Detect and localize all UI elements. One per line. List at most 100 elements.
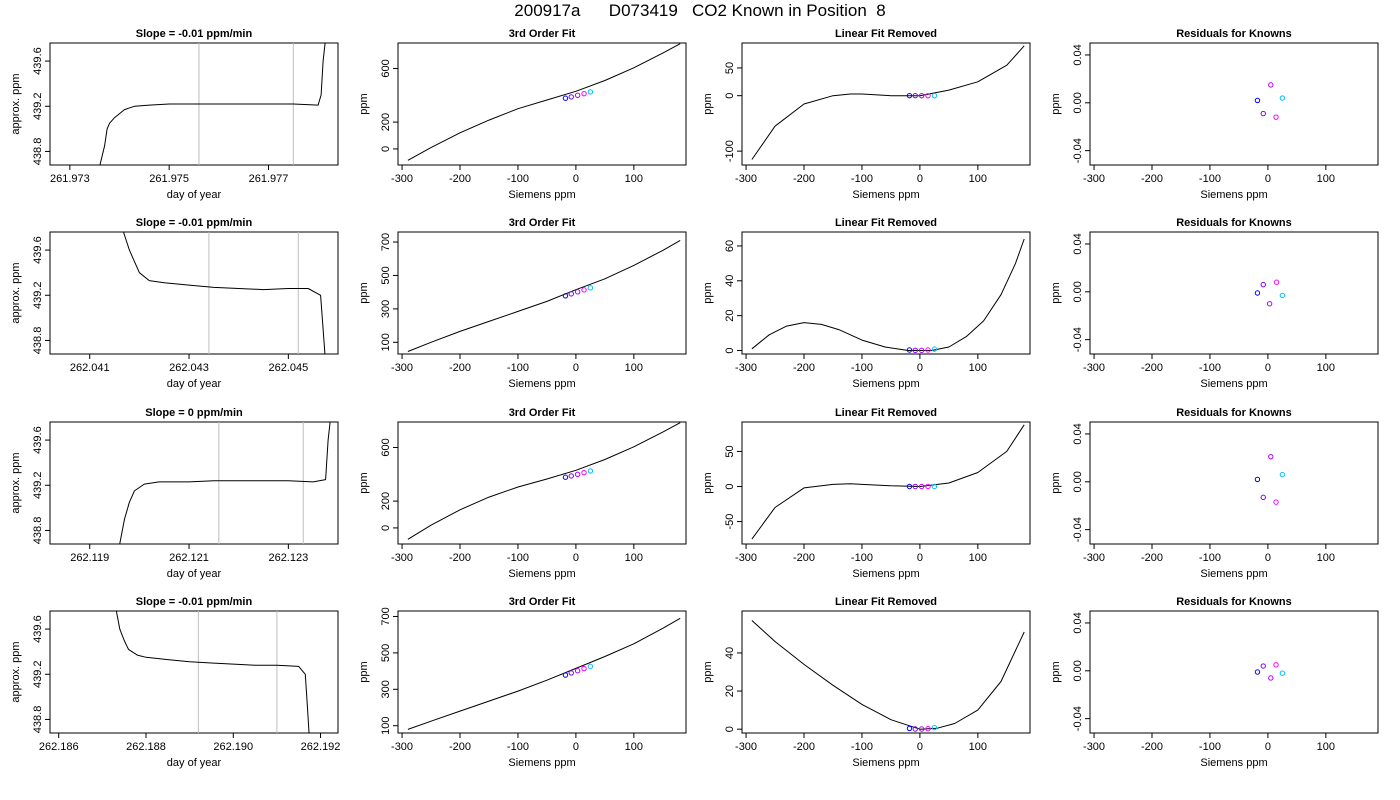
plot-frame <box>49 231 339 355</box>
y-tick-label: 0.00 <box>1072 660 1084 681</box>
y-tick-label: 100 <box>380 333 392 351</box>
known-point <box>1260 110 1266 117</box>
plot-title: Slope = -0.01 ppm/min <box>136 28 253 40</box>
x-tick-label: 100 <box>969 173 987 185</box>
series-line <box>751 238 1025 351</box>
known-point <box>587 468 594 474</box>
plot-frame <box>1089 231 1379 355</box>
x-tick-label: 0 <box>1265 741 1271 753</box>
known-point <box>1273 279 1280 285</box>
x-tick-label: 262.190 <box>213 741 253 753</box>
x-tick-label: 262.123 <box>268 552 308 564</box>
y-tick-label: 438.8 <box>32 517 44 545</box>
x-tick-label: -300 <box>735 362 757 374</box>
known-point <box>1254 669 1261 675</box>
x-tick-label: -100 <box>851 741 873 753</box>
x-tick-label: 0 <box>917 741 923 753</box>
y-tick-label: 50 <box>724 62 736 74</box>
known-point <box>918 483 925 490</box>
x-tick-label: 0 <box>573 741 579 753</box>
known-point <box>906 725 913 732</box>
x-tick-label: 100 <box>1317 173 1335 185</box>
x-tick-label: -300 <box>1083 173 1105 185</box>
known-point <box>581 665 587 672</box>
known-point <box>906 483 913 490</box>
plot-title: Slope = 0 ppm/min <box>145 407 243 419</box>
x-tick-label: -200 <box>1141 552 1163 564</box>
panel-r4-trace: Slope = -0.01 ppm/min 262.186 262.188 262.1… <box>10 596 340 769</box>
x-tick-label: 262.041 <box>70 362 110 374</box>
x-axis-label: Siemens ppm <box>852 757 919 769</box>
known-point <box>562 293 569 299</box>
y-tick-label: 200 <box>380 492 392 510</box>
x-tick-label: 0 <box>1265 173 1271 185</box>
x-tick-label: 100 <box>625 173 643 185</box>
x-tick-label: 0 <box>573 173 579 185</box>
y-tick-label: 300 <box>380 680 392 698</box>
x-tick-label: -200 <box>449 173 471 185</box>
x-axis-label: Siemens ppm <box>508 378 575 390</box>
panel-r1-lin: Linear Fit Removed -300 -200 -100 0 100 -100 0 5… <box>702 28 1031 201</box>
y-tick-label: 40 <box>724 647 736 659</box>
x-tick-label: 0 <box>917 552 923 564</box>
y-tick-label: 439.2 <box>32 92 44 120</box>
y-tick-label: 0.04 <box>1072 423 1084 444</box>
x-tick-label: -200 <box>1141 362 1163 374</box>
known-point <box>925 347 931 353</box>
known-point <box>587 663 594 670</box>
y-tick-label: -50 <box>724 514 736 530</box>
panel-r4-lin: Linear Fit Removed -300 -200 -100 0 100 0 20 40 S… <box>702 596 1031 769</box>
x-tick-label: -200 <box>1141 741 1163 753</box>
series-line <box>751 424 1025 540</box>
x-tick-label: 100 <box>1317 552 1335 564</box>
x-tick-label: -300 <box>735 741 757 753</box>
panel-r1-fit: 3rd Order Fit -300 -200 -100 0 100 0 200 600 Siem… <box>358 28 687 201</box>
y-tick-label: 0 <box>724 483 736 489</box>
y-tick-label: 0.04 <box>1072 233 1084 254</box>
y-axis-label: approx. ppm <box>10 452 22 513</box>
x-axis-label: Siemens ppm <box>1200 757 1267 769</box>
y-tick-label: 0 <box>380 525 392 531</box>
known-point <box>574 471 581 477</box>
series-line <box>751 45 1025 160</box>
y-axis-label: ppm <box>702 661 714 682</box>
x-tick-label: 261.977 <box>249 173 289 185</box>
y-axis-label: ppm <box>702 282 714 303</box>
known-point <box>574 668 581 674</box>
y-tick-label: 0 <box>724 726 736 732</box>
plot-frame <box>49 42 339 166</box>
known-point <box>931 346 938 352</box>
series-line <box>407 239 681 352</box>
y-tick-label: 0.04 <box>1072 612 1084 633</box>
x-tick-label: -100 <box>851 173 873 185</box>
panel-r4-res: Residuals for Knowns -300 -200 -100 0 100 -0.0… <box>1050 596 1379 769</box>
known-point <box>1260 663 1266 669</box>
y-tick-label: 20 <box>724 310 736 322</box>
known-point <box>912 92 918 99</box>
y-axis-label: ppm <box>358 93 370 114</box>
y-axis-label: ppm <box>358 661 370 682</box>
y-tick-label: 0 <box>724 347 736 353</box>
y-axis-label: ppm <box>1050 93 1062 114</box>
y-tick-label: 438.8 <box>32 327 44 355</box>
y-axis-label: approx. ppm <box>10 641 22 702</box>
x-tick-label: -200 <box>793 552 815 564</box>
x-axis-label: Siemens ppm <box>1200 189 1267 201</box>
x-tick-label: 262.043 <box>169 362 209 374</box>
x-axis-label: day of year <box>167 757 222 769</box>
known-point <box>925 725 931 732</box>
panel-r2-trace: Slope = -0.01 ppm/min 262.041 262.043 262.0… <box>10 217 339 390</box>
x-tick-label: -300 <box>391 552 413 564</box>
plot-title: Slope = -0.01 ppm/min <box>136 217 253 229</box>
known-point <box>1279 95 1286 101</box>
y-tick-label: 438.8 <box>32 138 44 166</box>
y-tick-label: 60 <box>724 240 736 252</box>
x-axis-label: Siemens ppm <box>852 189 919 201</box>
x-axis-label: day of year <box>167 568 222 580</box>
known-point <box>1268 82 1274 88</box>
y-tick-label: 700 <box>380 607 392 625</box>
page-title: 200917a D073419 CO2 Known in Position 8 <box>514 1 886 20</box>
plot-title: 3rd Order Fit <box>509 217 576 229</box>
x-tick-label: -100 <box>507 741 529 753</box>
known-point <box>1279 670 1286 676</box>
